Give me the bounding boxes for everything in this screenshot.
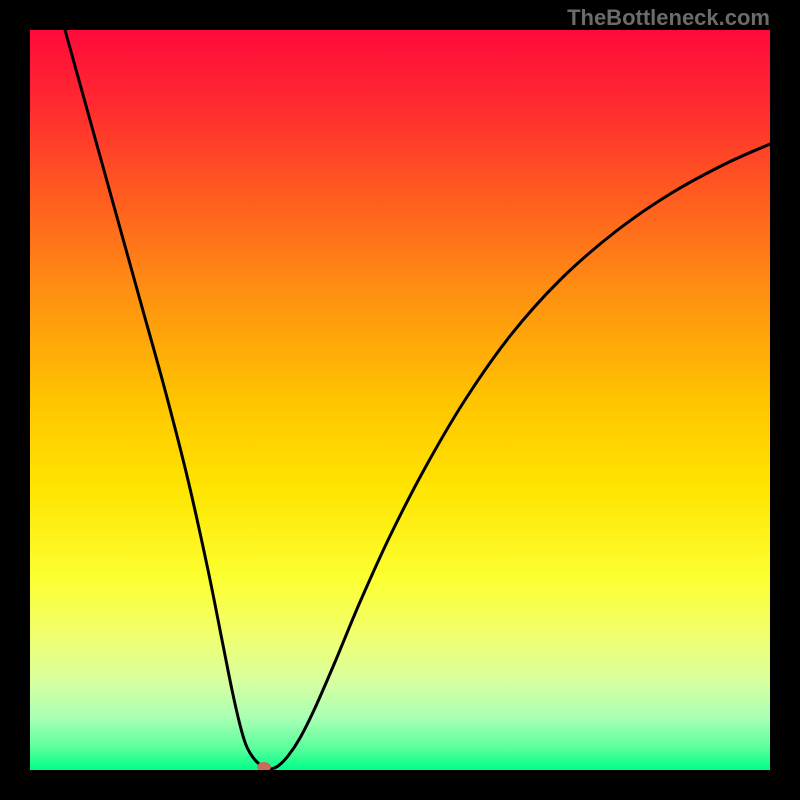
chart-frame: TheBottleneck.com bbox=[0, 0, 800, 800]
watermark-text: TheBottleneck.com bbox=[567, 5, 770, 31]
bottleneck-curve bbox=[65, 30, 770, 769]
curve-layer bbox=[30, 30, 770, 770]
plot-area bbox=[30, 30, 770, 770]
